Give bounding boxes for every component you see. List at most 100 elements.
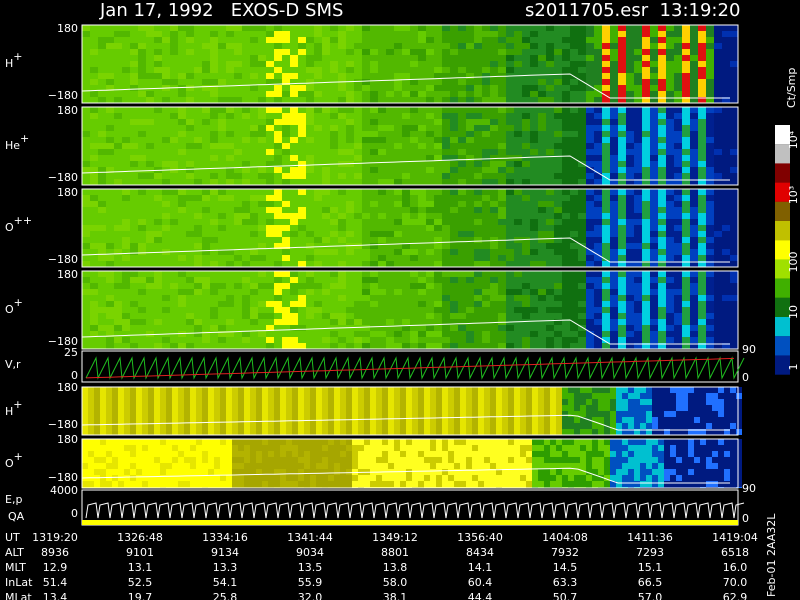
- spectrogram-cell: [498, 283, 506, 289]
- spectrogram-cell: [314, 37, 322, 43]
- spectrogram-cell: [290, 319, 298, 325]
- spectrogram-cell: [148, 411, 154, 417]
- spectrogram-cell: [354, 231, 362, 237]
- spectrogram-cell: [450, 307, 458, 313]
- spectrogram-cell: [682, 325, 690, 331]
- spectrogram-cell: [172, 387, 178, 393]
- spectrogram-cell: [106, 79, 114, 85]
- spectrogram-cell: [154, 91, 162, 97]
- spectrogram-cell: [402, 289, 410, 295]
- spectrogram-cell: [82, 255, 90, 261]
- spectrogram-cell: [130, 161, 138, 167]
- spectrogram-cell: [218, 225, 226, 231]
- spectrogram-cell: [642, 113, 650, 119]
- spectrogram-cell: [218, 271, 226, 277]
- spectrogram-cell: [258, 55, 266, 61]
- spectrogram-cell: [410, 219, 418, 225]
- spectrogram-cell: [538, 55, 546, 61]
- spectrogram-cell: [458, 107, 466, 113]
- spectrogram-cell: [346, 189, 354, 195]
- spectrogram-cell: [666, 107, 674, 113]
- spectrogram-cell: [82, 325, 90, 331]
- spectrogram-cell: [442, 25, 450, 31]
- spectrogram-cell: [170, 25, 178, 31]
- spectrogram-cell: [562, 277, 570, 283]
- spectrogram-cell: [100, 399, 106, 405]
- spectrogram-cell: [714, 271, 722, 277]
- spectrogram-cell: [578, 249, 586, 255]
- spectrogram-cell: [490, 125, 498, 131]
- spectrogram-cell: [698, 155, 706, 161]
- spectrogram-cell: [370, 173, 378, 179]
- spectrogram-cell: [530, 307, 538, 313]
- spectrogram-cell: [434, 31, 442, 37]
- spectrogram-cell: [154, 271, 162, 277]
- spectrogram-cell: [506, 143, 514, 149]
- spectrogram-cell: [106, 261, 114, 267]
- spectrogram-cell: [714, 237, 722, 243]
- spectrogram-cell: [402, 49, 410, 55]
- spectrogram-cell: [406, 393, 412, 399]
- spectrogram-cell: [498, 249, 506, 255]
- spectrogram-cell: [346, 113, 354, 119]
- spectrogram-cell: [114, 107, 122, 113]
- spectrogram-cell: [290, 143, 298, 149]
- spectrogram-cell: [642, 25, 650, 31]
- spectrogram-cell: [306, 213, 314, 219]
- spectrogram-cell: [714, 155, 722, 161]
- spectrogram-cell: [136, 399, 142, 405]
- spectrogram-cell: [514, 337, 522, 343]
- spectrogram-cell: [162, 55, 170, 61]
- spectrogram-cell: [514, 429, 520, 435]
- spectrogram-cell: [714, 201, 722, 207]
- spectrogram-cell: [602, 179, 610, 185]
- spectrogram-cell: [378, 231, 386, 237]
- spectrogram-cell: [334, 405, 340, 411]
- spectrogram-cell: [162, 189, 170, 195]
- spectrogram-cell: [474, 343, 482, 349]
- spectrogram-cell: [522, 179, 530, 185]
- spectrogram-cell: [730, 137, 738, 143]
- spectrogram-cell: [562, 343, 570, 349]
- spectrogram-cell: [466, 31, 474, 37]
- spectrogram-cell: [106, 429, 112, 435]
- spectrogram-cell: [346, 61, 354, 67]
- spectrogram-cell: [530, 337, 538, 343]
- spectrogram-cell: [218, 343, 226, 349]
- spectrogram-cell: [604, 429, 610, 435]
- spectrogram-cell: [234, 37, 242, 43]
- spectrogram-cell: [194, 207, 202, 213]
- spectrogram-cell: [82, 85, 90, 91]
- spectrogram-cell: [202, 189, 210, 195]
- spectrogram-cell: [210, 137, 218, 143]
- spectrogram-cell: [586, 167, 594, 173]
- spectrogram-cell: [546, 55, 554, 61]
- spectrogram-cell: [114, 331, 122, 337]
- spectrogram-cell: [450, 113, 458, 119]
- spectrogram-cell: [210, 43, 218, 49]
- spectrogram-cell: [418, 201, 426, 207]
- spectrogram-cell: [610, 325, 618, 331]
- spectrogram-cell: [290, 295, 298, 301]
- spectrogram-cell: [346, 261, 354, 267]
- spectrogram-cell: [322, 149, 330, 155]
- spectrogram-cell: [258, 31, 266, 37]
- spectrogram-cell: [478, 423, 484, 429]
- spectrogram-cell: [290, 91, 298, 97]
- spectrogram-cell: [118, 417, 124, 423]
- spectrogram-cell: [706, 49, 714, 55]
- spectrogram-cell: [634, 167, 642, 173]
- spectrogram-cell: [682, 225, 690, 231]
- spectrogram-cell: [454, 405, 460, 411]
- spectrogram-cell: [666, 283, 674, 289]
- spectrogram-cell: [698, 301, 706, 307]
- spectrogram-cell: [258, 261, 266, 267]
- spectrogram-cell: [100, 429, 106, 435]
- spectrogram-cell: [250, 91, 258, 97]
- spectrogram-cell: [482, 319, 490, 325]
- spectrogram-cell: [722, 325, 730, 331]
- spectrogram-cell: [154, 213, 162, 219]
- spectrogram-cell: [402, 67, 410, 73]
- spectrogram-cell: [82, 417, 88, 423]
- spectrogram-cell: [90, 91, 98, 97]
